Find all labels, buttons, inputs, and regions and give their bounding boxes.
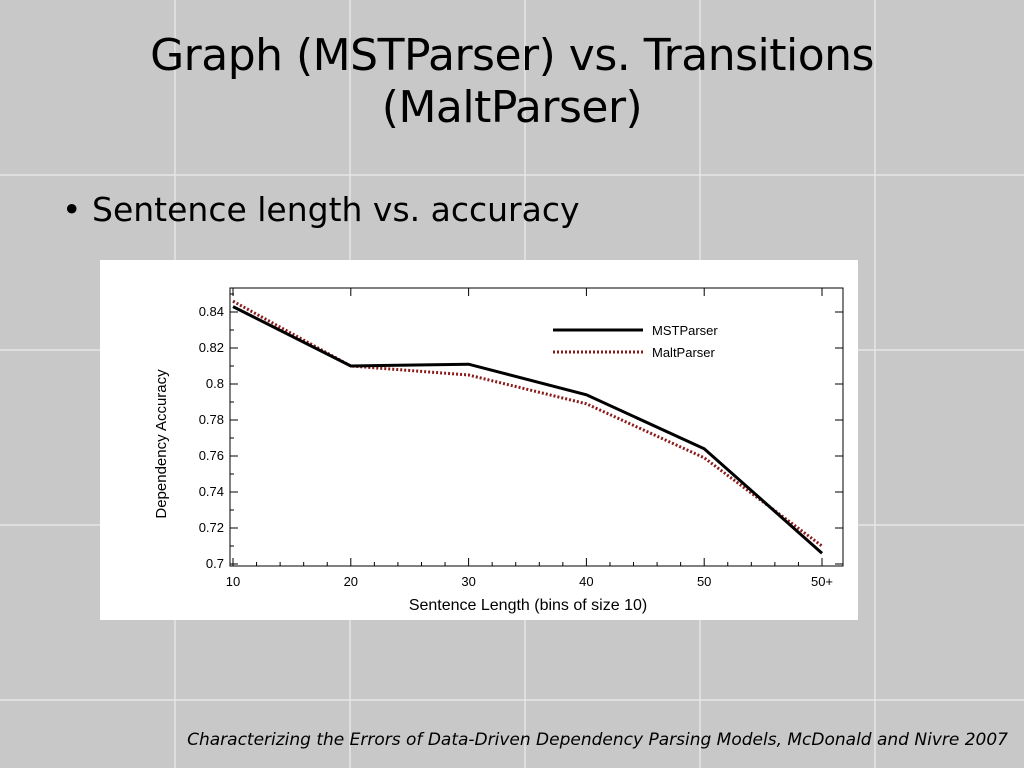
y-tick-label: 0.7 (206, 556, 224, 571)
y-tick-label: 0.72 (199, 520, 224, 535)
legend-label-mstparser: MSTParser (652, 323, 718, 338)
y-tick-label: 0.78 (199, 412, 224, 427)
y-tick-label: 0.74 (199, 484, 224, 499)
slide-title: Graph (MSTParser) vs. Transitions (MaltP… (0, 30, 1024, 134)
y-tick-label: 0.8 (206, 376, 224, 391)
chart-container: 0.7 0.72 0.74 0.76 0.78 0.8 0.82 0.84 10 20 30 40 5… (100, 260, 858, 620)
citation: Characterizing the Errors of Data-Driven… (187, 730, 1008, 750)
title-line-2: (MaltParser) (381, 82, 643, 133)
series-line-mstparser (232, 305, 823, 555)
y-tick-label: 0.82 (199, 340, 224, 355)
title-line-1: Graph (MSTParser) vs. Transitions (150, 30, 874, 81)
y-tick-label: 0.84 (199, 304, 224, 319)
x-tick-label: 40 (579, 574, 593, 589)
y-tick-label: 0.76 (199, 448, 224, 463)
series-line-maltparser (232, 299, 823, 548)
plot-frame (229, 287, 844, 567)
x-tick-label: 10 (226, 574, 240, 589)
legend-label-maltparser: MaltParser (652, 345, 716, 360)
bullet-dot: • (62, 190, 82, 229)
x-tick-label: 30 (461, 574, 475, 589)
bullet-item: • Sentence length vs. accuracy (62, 190, 580, 229)
y-axis-label: Dependency Accuracy (153, 369, 170, 519)
bullet-text: Sentence length vs. accuracy (92, 190, 580, 229)
legend: MSTParser MaltParser (553, 323, 718, 360)
x-tick-label: 20 (344, 574, 358, 589)
x-tick-label: 50+ (811, 574, 833, 589)
x-tick-label: 50 (697, 574, 711, 589)
line-chart: 0.7 0.72 0.74 0.76 0.78 0.8 0.82 0.84 10 20 30 40 5… (153, 287, 844, 614)
x-axis-label: Sentence Length (bins of size 10) (409, 597, 647, 614)
